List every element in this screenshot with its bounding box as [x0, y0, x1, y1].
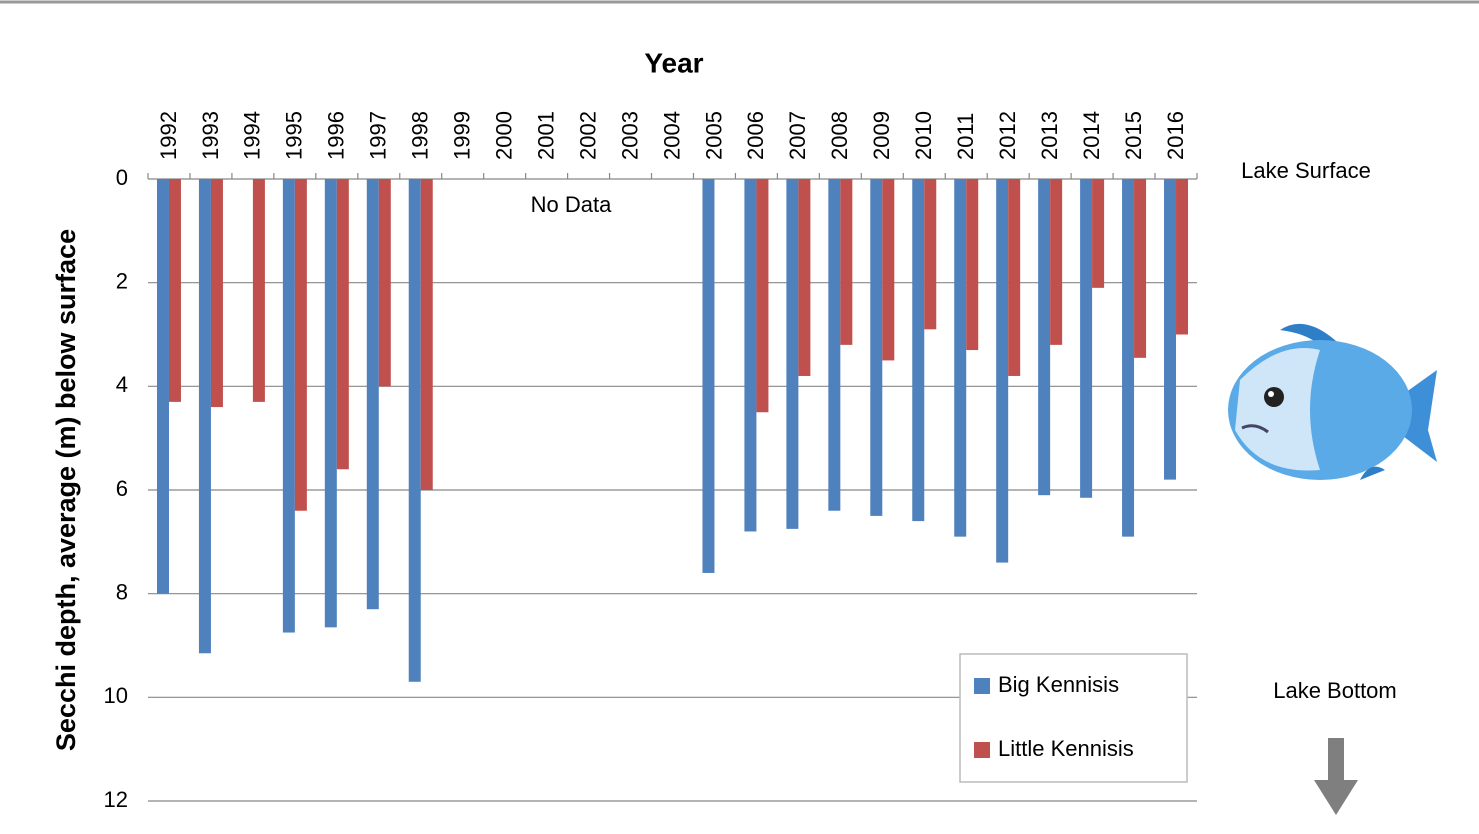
- bar: [744, 179, 757, 532]
- x-axis-title: Year: [644, 47, 703, 78]
- bar: [798, 179, 811, 376]
- bar: [324, 179, 337, 628]
- bar: [336, 179, 349, 470]
- y-tick-label: 8: [116, 579, 128, 604]
- x-tick-label: 2012: [995, 111, 1020, 160]
- bar: [1050, 179, 1063, 345]
- bar: [840, 179, 853, 345]
- annotation: Lake Surface: [1241, 158, 1371, 183]
- y-tick-label: 6: [116, 476, 128, 501]
- x-tick-label: 2014: [1079, 111, 1104, 160]
- x-tick-label: 2006: [743, 111, 768, 160]
- legend-swatch: [974, 742, 990, 758]
- x-tick-label: 1993: [198, 111, 223, 160]
- bar: [198, 179, 211, 654]
- bar: [882, 179, 895, 361]
- bar: [756, 179, 769, 413]
- x-tick-label: 2015: [1121, 111, 1146, 160]
- bar: [156, 179, 169, 594]
- x-tick-label: 2004: [659, 111, 684, 160]
- x-tick-label: 2005: [701, 111, 726, 160]
- x-tick-label: 2001: [533, 111, 558, 160]
- x-tick-label: 2016: [1163, 111, 1188, 160]
- bar: [870, 179, 883, 516]
- x-tick-label: 1995: [282, 111, 307, 160]
- x-tick-label: 1992: [156, 111, 181, 160]
- bar: [1008, 179, 1021, 376]
- bar: [366, 179, 379, 610]
- bar: [408, 179, 421, 682]
- legend-swatch: [974, 678, 990, 694]
- bar: [996, 179, 1009, 563]
- bar: [912, 179, 925, 522]
- annotation: Lake Bottom: [1273, 678, 1397, 703]
- bar: [1122, 179, 1135, 537]
- x-tick-label: 2007: [785, 111, 810, 160]
- bar: [1176, 179, 1189, 335]
- bar: [282, 179, 295, 633]
- x-tick-label: 1997: [366, 111, 391, 160]
- bar: [1092, 179, 1105, 288]
- bar: [210, 179, 223, 408]
- x-tick-label: 2010: [911, 111, 936, 160]
- bar: [252, 179, 265, 402]
- fish-icon: [1228, 323, 1437, 480]
- legend-box: [959, 653, 1188, 783]
- bar: [828, 179, 841, 511]
- y-tick-label: 12: [104, 787, 128, 812]
- y-axis-title: Secchi depth, average (m) below surface: [51, 229, 81, 751]
- x-tick-label: 1998: [408, 111, 433, 160]
- x-tick-label: 2008: [827, 111, 852, 160]
- legend-label: Little Kennisis: [998, 736, 1134, 761]
- bar: [294, 179, 307, 511]
- x-tick-label: 1996: [324, 111, 349, 160]
- arrow: [1314, 738, 1358, 815]
- bar: [420, 179, 433, 490]
- x-tick-label: 1999: [450, 111, 475, 160]
- bar: [966, 179, 979, 351]
- x-tick-label: 1994: [240, 111, 265, 160]
- x-tick-label: 2002: [575, 111, 600, 160]
- x-tick-label: 2011: [953, 113, 978, 160]
- bar: [1038, 179, 1051, 496]
- bar: [1080, 179, 1093, 498]
- bar: [954, 179, 967, 537]
- bar: [702, 179, 715, 573]
- x-tick-label: 2009: [869, 111, 894, 160]
- y-tick-label: 2: [116, 268, 128, 293]
- y-tick-label: 10: [104, 683, 128, 708]
- annotation: No Data: [531, 192, 612, 217]
- bar: [786, 179, 799, 529]
- legend-label: Big Kennisis: [998, 672, 1119, 697]
- y-tick-label: 4: [116, 372, 128, 397]
- bar: [1134, 179, 1147, 358]
- x-tick-label: 2013: [1037, 111, 1062, 160]
- x-tick-label: 2000: [491, 111, 516, 160]
- x-tick-label: 2003: [617, 111, 642, 160]
- bar: [924, 179, 937, 330]
- y-tick-label: 0: [116, 165, 128, 190]
- bar: [168, 179, 181, 402]
- bar: [378, 179, 391, 387]
- bar: [1164, 179, 1177, 480]
